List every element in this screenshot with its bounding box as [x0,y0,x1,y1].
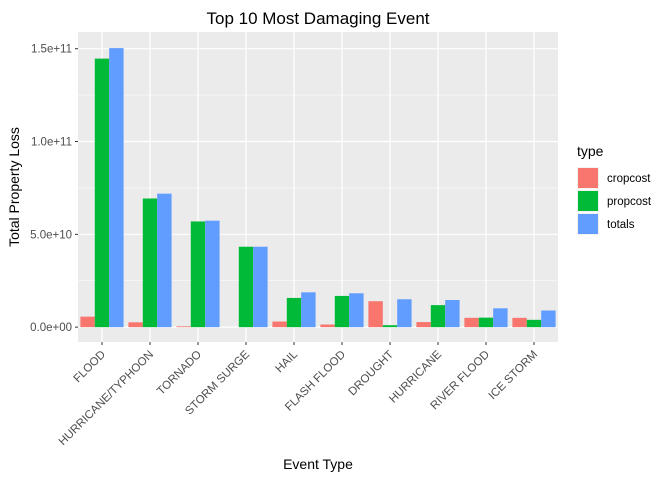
bar-totals [349,293,364,328]
x-tick-label: HURRICANE/TYPHOON [57,349,156,448]
x-tick-label: DROUGHT [347,349,397,399]
legend-swatch-totals [578,214,598,234]
bar-propcost [478,317,494,328]
bar-totals [397,299,412,328]
bar-propcost [334,295,350,328]
bar-propcost [190,221,206,328]
x-tick-label: TORNADO [155,349,204,398]
bar-totals [253,246,268,328]
bar-propcost [382,325,398,328]
x-tick-label: HAIL [274,348,301,375]
bar-propcost [286,297,302,328]
bar-propcost [142,198,158,328]
bar-totals [445,300,460,328]
bar-totals [109,48,124,328]
bar-totals [493,308,508,328]
bar-cropcost [272,321,287,328]
bar-totals [541,310,556,328]
bar-propcost [526,319,542,328]
x-tick-label: FLOOD [72,349,109,386]
bar-propcost [94,58,110,328]
bar-cropcost [176,326,191,328]
x-tick-label: ICE STORM [487,349,541,403]
y-tick-label: 5.0e+10 [30,229,72,241]
bar-totals [301,292,316,328]
chart-title: Top 10 Most Damaging Event [206,9,429,28]
bar-propcost [430,305,446,328]
bar-cropcost [80,316,95,328]
legend-label-cropcost: cropcost [607,173,651,185]
bar-cropcost [368,301,383,328]
legend-swatch-cropcost [578,168,598,188]
bar-cropcost [464,317,479,328]
legend-label-propcost: propcost [607,196,652,208]
y-tick-label: 0.0e+00 [30,322,72,334]
bar-totals [157,193,172,328]
bar-totals [205,220,220,328]
bar-propcost [238,246,254,328]
bar-cropcost [320,324,335,328]
y-axis: 0.0e+00 5.0e+10 1.0e+11 1.5e+11 [30,44,78,334]
bar-cropcost [512,317,527,328]
bar-cropcost [416,322,431,328]
bar-cropcost [128,322,143,328]
legend-title: type [577,143,604,159]
x-axis-title: Event Type [283,456,353,472]
y-axis-title: Total Property Loss [6,127,22,247]
legend-label-totals: totals [607,219,635,231]
y-tick-label: 1.0e+11 [31,137,72,149]
y-tick-label: 1.5e+11 [31,44,72,56]
legend-swatch-propcost [578,191,598,211]
legend: type cropcost propcost totals [577,143,652,235]
bars [80,48,556,328]
